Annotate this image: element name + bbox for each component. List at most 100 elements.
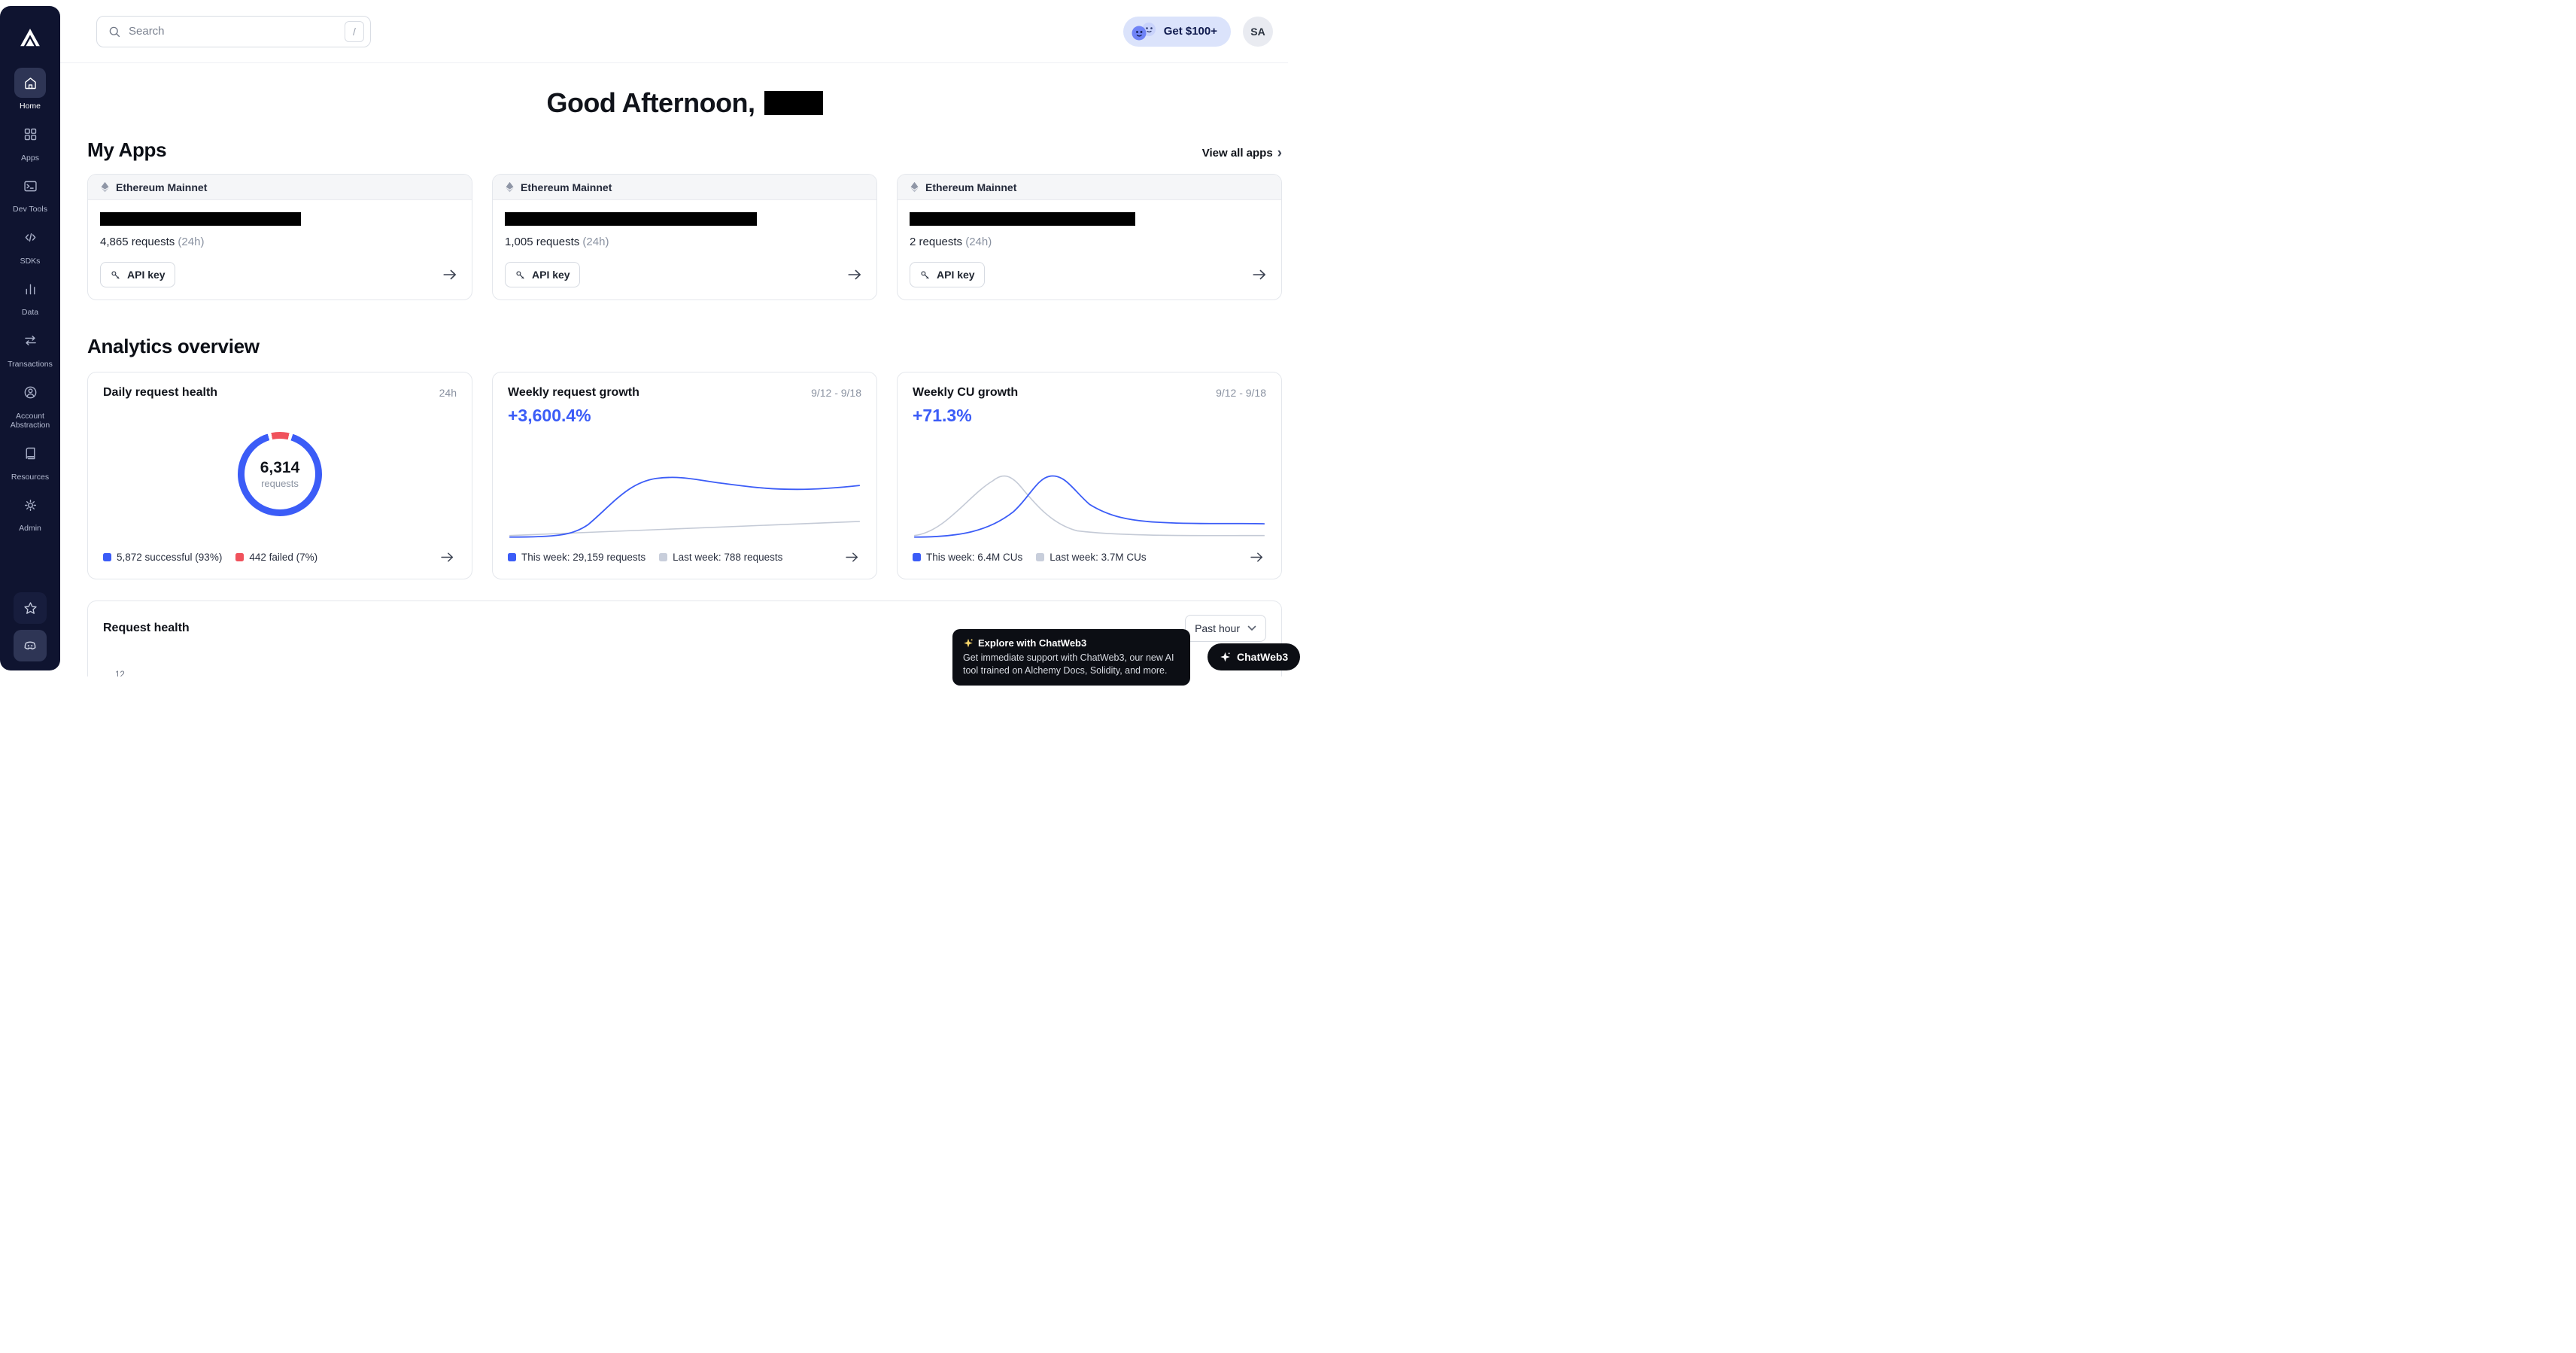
open-analytics-arrow-button[interactable] — [1247, 548, 1266, 567]
sidebar-item-label: Account Abstraction — [10, 411, 50, 430]
legend-last-week: Last week: 788 requests — [659, 552, 782, 563]
sidebar-item-account-abstraction[interactable]: Account Abstraction — [0, 378, 60, 430]
legend-this-week: This week: 6.4M CUs — [913, 552, 1022, 563]
requests-value: 1,005 requests — [505, 236, 580, 248]
main-content: Good Afternoon, My Apps View all apps › … — [60, 63, 1288, 676]
analytics-cards: Daily request health 24h 6,314 requests … — [87, 372, 1282, 579]
legend-successful-label: 5,872 successful (93%) — [117, 552, 223, 563]
mascot-faces-icon — [1132, 22, 1156, 40]
user-avatar[interactable]: SA — [1243, 16, 1273, 47]
discord-button[interactable] — [14, 630, 47, 661]
weekly-cu-growth-card: Weekly CU growth 9/12 - 9/18 +71.3% This… — [897, 372, 1282, 579]
y-axis-tick: 12 — [115, 670, 125, 676]
key-icon — [111, 270, 120, 279]
api-key-button[interactable]: API key — [100, 262, 175, 287]
total-requests-value: 6,314 — [260, 458, 300, 476]
greeting-text: Good Afternoon, — [546, 87, 755, 118]
card-header: Weekly CU growth 9/12 - 9/18 — [913, 386, 1266, 400]
open-analytics-arrow-button[interactable] — [438, 548, 457, 567]
time-range-value: Past hour — [1195, 622, 1240, 634]
sidebar-item-admin[interactable]: Admin — [0, 490, 60, 534]
get-credits-button[interactable]: Get $100+ — [1122, 16, 1231, 47]
sidebar-item-label: Home — [19, 102, 41, 111]
app-card-body: 4,865 requests (24h) — [88, 200, 472, 248]
open-app-arrow-button[interactable] — [440, 265, 460, 284]
search-shortcut-badge: / — [345, 20, 364, 42]
sidebar-item-transactions[interactable]: Transactions — [0, 326, 60, 369]
card-title: Weekly request growth — [508, 386, 639, 399]
redacted-app-name — [100, 212, 301, 226]
open-app-arrow-button[interactable] — [845, 265, 864, 284]
sidebar-item-dev-tools[interactable]: Dev Tools — [0, 171, 60, 214]
sidebar-item-sdks[interactable]: SDKs — [0, 223, 60, 266]
arrow-right-icon — [846, 552, 858, 562]
chevron-down-icon — [1247, 625, 1256, 631]
donut-chart-area: 6,314 requests — [103, 400, 457, 548]
sparkle-wand-icon — [1220, 652, 1230, 661]
line-chart-area — [508, 426, 861, 548]
card-title: Weekly CU growth — [913, 386, 1019, 399]
daily-request-health-card: Daily request health 24h 6,314 requests … — [87, 372, 472, 579]
legend-last-week: Last week: 3.7M CUs — [1036, 552, 1147, 563]
sidebar-item-label: Dev Tools — [13, 205, 47, 214]
requests-count: 2 requests (24h) — [910, 236, 1269, 248]
legend-this-week: This week: 29,159 requests — [508, 552, 646, 563]
data-chart-icon — [26, 284, 35, 295]
sidebar-item-label: SDKs — [20, 256, 41, 266]
sidebar-item-apps[interactable]: Apps — [0, 120, 60, 163]
legend-last-week-label: Last week: 3.7M CUs — [1050, 552, 1147, 563]
sidebar-item-resources[interactable]: Resources — [0, 439, 60, 482]
transactions-arrows-icon — [24, 336, 36, 346]
requests-count: 4,865 requests (24h) — [100, 236, 460, 248]
alchemy-logo[interactable] — [19, 18, 41, 57]
api-key-button[interactable]: API key — [910, 262, 985, 287]
app-card-header: Ethereum Mainnet — [898, 175, 1281, 200]
api-key-button[interactable]: API key — [505, 262, 580, 287]
sidebar-item-label: Apps — [21, 153, 39, 163]
total-requests-unit: requests — [261, 477, 299, 489]
open-analytics-arrow-button[interactable] — [843, 548, 861, 567]
requests-value: 2 requests — [910, 236, 963, 248]
my-apps-header: My Apps View all apps › — [87, 138, 1282, 162]
api-key-label: API key — [127, 269, 166, 281]
arrow-right-icon — [441, 552, 454, 562]
my-apps-cards: Ethereum Mainnet 4,865 requests (24h) AP… — [87, 174, 1282, 300]
ethereum-icon — [101, 181, 109, 193]
legend-swatch-last-week — [659, 553, 668, 561]
legend-failed-label: 442 failed (7%) — [249, 552, 318, 563]
legend-successful: 5,872 successful (93%) — [103, 552, 222, 563]
search-input[interactable] — [129, 25, 337, 38]
time-range-select[interactable]: Past hour — [1185, 615, 1266, 642]
view-all-apps-link[interactable]: View all apps › — [1202, 146, 1282, 160]
topbar-right: Get $100+ SA — [1122, 16, 1273, 47]
ethereum-icon — [506, 181, 514, 193]
card-title: Daily request health — [103, 386, 218, 399]
weekly-request-growth-card: Weekly request growth 9/12 - 9/18 +3,600… — [492, 372, 877, 579]
open-app-arrow-button[interactable] — [1250, 265, 1269, 284]
chatweb3-button-label: ChatWeb3 — [1237, 651, 1289, 663]
sparkles-icon — [964, 638, 973, 647]
account-abstraction-icon — [24, 386, 36, 399]
app-card: Ethereum Mainnet 1,005 requests (24h) AP… — [492, 174, 877, 300]
card-period: 24h — [439, 387, 457, 399]
sidebar: Home Apps Dev Tools SDKs Data Transactio… — [0, 6, 60, 670]
donut-legend: 5,872 successful (93%) 442 failed (7%) — [103, 548, 457, 567]
app-card: Ethereum Mainnet 2 requests (24h) API ke… — [897, 174, 1282, 300]
growth-percentage: +71.3% — [913, 406, 972, 425]
arrow-right-icon — [848, 269, 861, 280]
requests-period: (24h) — [582, 236, 609, 248]
search-box[interactable]: / — [96, 15, 371, 47]
chatweb3-button[interactable]: ChatWeb3 — [1208, 643, 1301, 670]
api-key-label: API key — [532, 269, 570, 281]
my-apps-title: My Apps — [87, 138, 167, 161]
favorites-button[interactable] — [14, 592, 47, 624]
app-card-footer: API key — [493, 248, 876, 299]
sidebar-item-home[interactable]: Home — [0, 68, 60, 111]
key-icon — [921, 270, 929, 279]
gear-icon — [24, 499, 36, 511]
greeting-heading: Good Afternoon, — [87, 87, 1282, 119]
chatweb3-tooltip: Explore with ChatWeb3 Get immediate supp… — [952, 629, 1190, 686]
sidebar-item-data[interactable]: Data — [0, 274, 60, 318]
sidebar-item-label: Transactions — [8, 359, 53, 369]
network-label: Ethereum Mainnet — [925, 181, 1017, 193]
